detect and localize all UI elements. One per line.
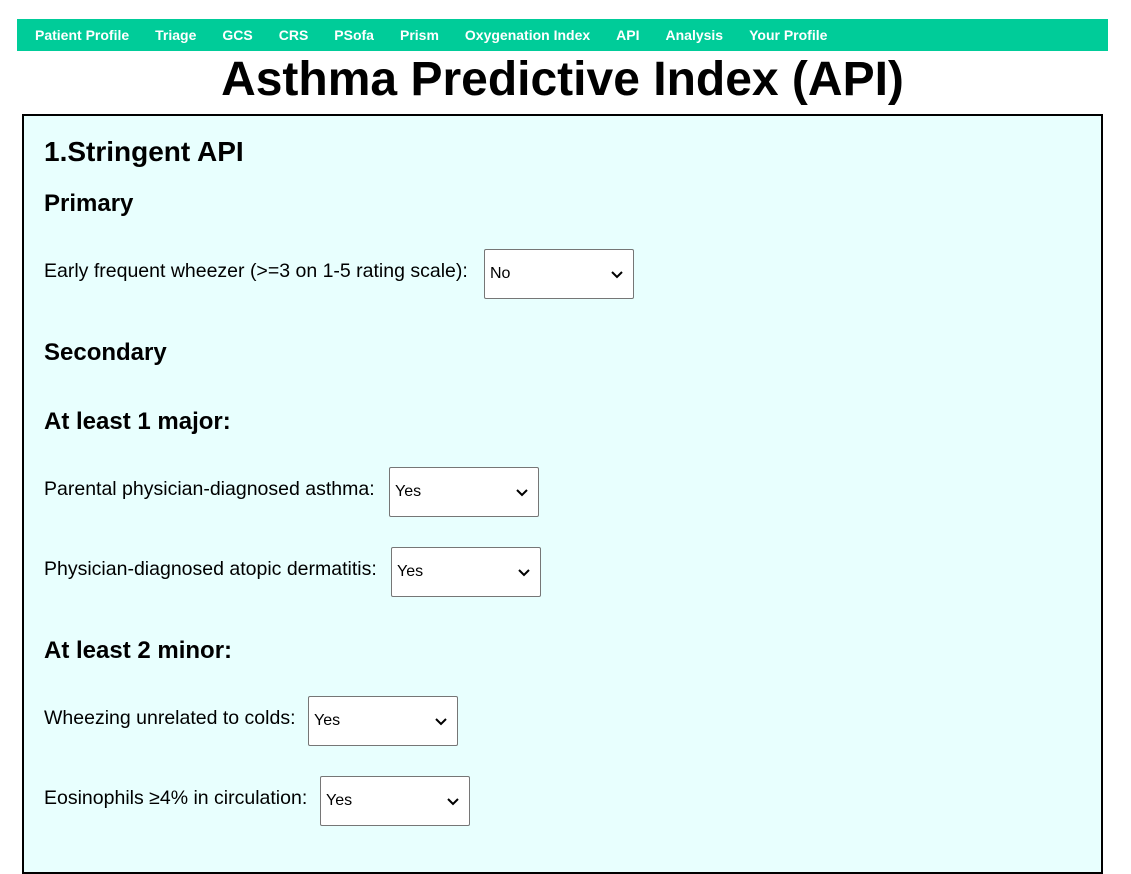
atopic-dermatitis-value: Yes — [397, 563, 424, 580]
nav-your-profile[interactable]: Your Profile — [749, 27, 828, 43]
parental-asthma-select[interactable]: Yes — [389, 467, 539, 517]
nav-prism[interactable]: Prism — [399, 27, 439, 43]
early-wheezer-select[interactable]: No — [484, 249, 634, 299]
early-wheezer-value: No — [490, 265, 511, 282]
chevron-down-icon — [611, 271, 623, 279]
api-form-card: 1.Stringent API Primary Early frequent w… — [22, 114, 1103, 874]
section-title: 1.Stringent API — [44, 136, 244, 167]
parental-asthma-label: Parental physician-diagnosed asthma: — [44, 478, 375, 500]
chevron-down-icon — [518, 569, 530, 577]
minor-heading: At least 2 minor: — [44, 637, 233, 664]
nav-psofa[interactable]: PSofa — [334, 27, 374, 43]
chevron-down-icon — [516, 489, 528, 497]
nav-crs[interactable]: CRS — [278, 27, 309, 43]
nav-triage[interactable]: Triage — [155, 27, 197, 43]
nav-patient-profile[interactable]: Patient Profile — [35, 27, 130, 43]
chevron-down-icon — [435, 718, 447, 726]
nav-api[interactable]: API — [616, 27, 640, 43]
page-title: Asthma Predictive Index (API) — [221, 53, 904, 106]
wheezing-colds-label: Wheezing unrelated to colds: — [44, 707, 296, 729]
eosinophils-label: Eosinophils ≥4% in circulation: — [44, 787, 308, 809]
wheezing-colds-value: Yes — [314, 712, 341, 729]
eosinophils-value: Yes — [326, 792, 353, 809]
major-heading: At least 1 major: — [44, 408, 231, 435]
parental-asthma-value: Yes — [395, 483, 422, 500]
primary-heading: Primary — [44, 190, 134, 217]
nav-analysis[interactable]: Analysis — [665, 27, 724, 43]
early-wheezer-label: Early frequent wheezer (>=3 on 1-5 ratin… — [44, 260, 468, 282]
atopic-dermatitis-label: Physician-diagnosed atopic dermatitis: — [44, 558, 377, 580]
chevron-down-icon — [447, 798, 459, 806]
eosinophils-select[interactable]: Yes — [320, 776, 470, 826]
secondary-heading: Secondary — [44, 339, 167, 366]
nav-gcs[interactable]: GCS — [222, 27, 253, 43]
atopic-dermatitis-select[interactable]: Yes — [391, 547, 541, 597]
wheezing-colds-select[interactable]: Yes — [308, 696, 458, 746]
nav-oxygenation-index[interactable]: Oxygenation Index — [464, 27, 591, 43]
top-navbar: Patient Profile Triage GCS CRS PSofa Pri… — [17, 19, 1108, 51]
